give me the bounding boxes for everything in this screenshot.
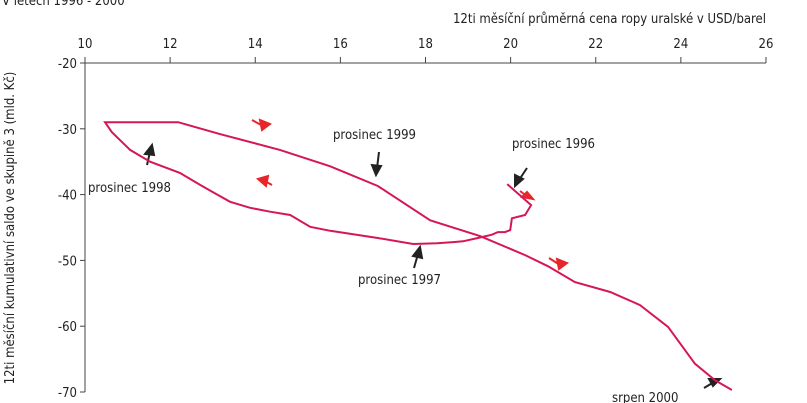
x-tick-label: 16 (333, 37, 348, 52)
x-tick-label: 26 (759, 37, 774, 52)
y-tick-label: -30 (58, 123, 77, 138)
x-tick-label: 12 (163, 37, 178, 52)
annotation: prosinec 1998 (88, 181, 171, 196)
annotation: prosinec 1999 (333, 128, 416, 143)
y-tick-label: -50 (58, 254, 77, 269)
y-tick-label: -20 (58, 57, 77, 72)
x-tick-label: 20 (503, 37, 518, 52)
x-tick-label: 18 (418, 37, 433, 52)
data-line (103, 121, 733, 391)
y-tick-label: -60 (58, 320, 77, 335)
x-tick-label: 10 (78, 37, 93, 52)
x-tick-label: 14 (248, 37, 263, 52)
chart-title: V letech 1996 - 2000 (2, 0, 125, 9)
annotation: srpen 2000 (612, 391, 678, 403)
annotation: prosinec 1997 (358, 273, 441, 288)
y-axis-label: 12ti měsíční kumulativní saldo ve skupin… (3, 72, 18, 385)
y-tick-label: -70 (58, 386, 77, 401)
arrows (143, 118, 723, 389)
y-tick-label: -40 (58, 189, 77, 204)
annotation: prosinec 1996 (512, 137, 595, 152)
x-axis-label: 12ti měsíční průměrná cena ropy uralské … (453, 12, 766, 27)
x-tick-label: 24 (673, 37, 688, 52)
x-tick-label: 22 (588, 37, 603, 52)
